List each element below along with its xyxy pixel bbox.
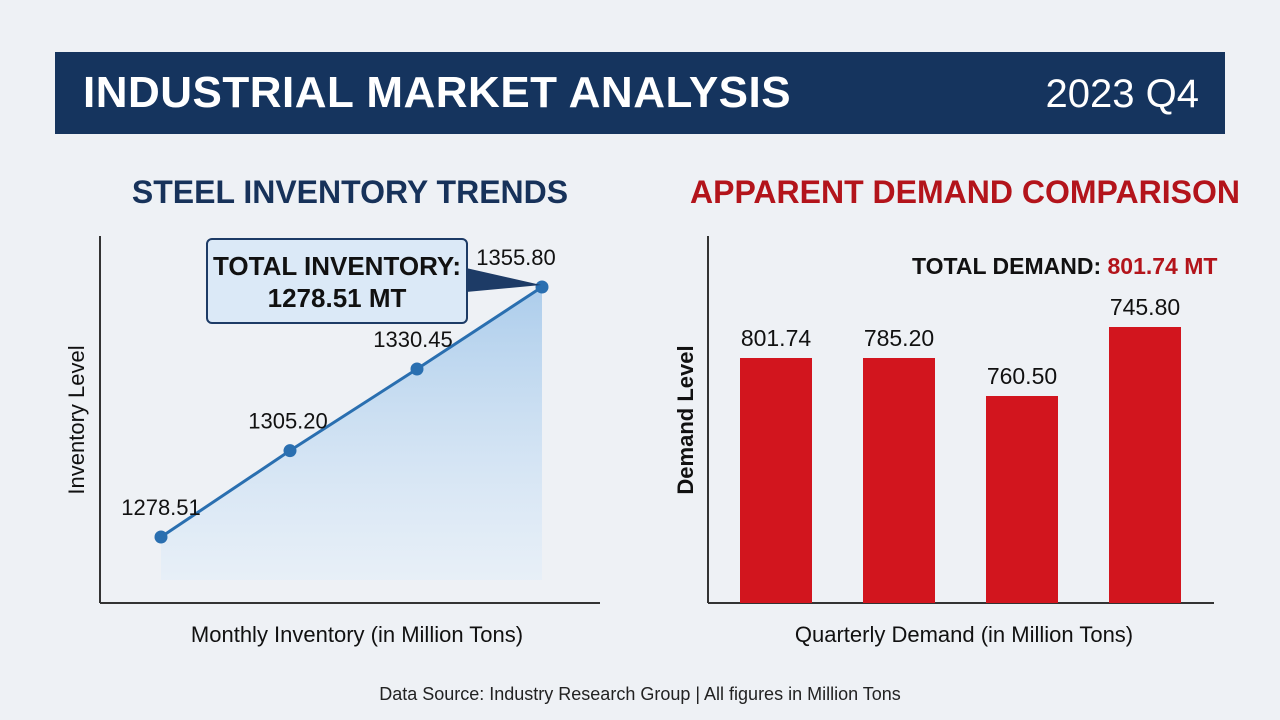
inventory-chart-title: STEEL INVENTORY TRENDS [131,174,569,210]
inventory-data-label: 1305.20 [248,409,328,434]
inventory-area [161,287,542,580]
callout-value: 1278.51 MT [267,283,407,313]
inventory-data-label: 1278.51 [121,495,201,520]
demand-data-label: 801.74 [741,325,812,351]
demand-bar [986,396,1058,603]
inventory-y-axis-label: Inventory Level [64,345,89,494]
page-title: INDUSTRIAL MARKET ANALYSIS [83,68,792,117]
callout-label: TOTAL INVENTORY: [213,251,461,281]
demand-data-label: 745.80 [1110,294,1180,320]
callout-pointer [466,268,541,292]
demand-data-label: 760.50 [987,363,1057,389]
inventory-point [535,280,549,294]
inventory-x-axis-label: Monthly Inventory (in Million Tons) [191,622,523,647]
demand-bar [863,358,935,603]
total-demand: TOTAL DEMAND: 801.74 MT [912,253,1217,280]
demand-series: 801.74 785.20 760.50 745.80 [740,294,1181,603]
header-banner: INDUSTRIAL MARKET ANALYSIS 2023 Q4 [55,52,1225,134]
demand-bar [740,358,812,603]
inventory-line [160,285,543,539]
inventory-point [154,530,168,544]
demand-bar [1109,327,1181,603]
inventory-point [410,362,424,376]
inventory-data-label: 1355.80 [476,245,556,270]
demand-chart-title: APPARENT DEMAND COMPARISON [690,174,1240,210]
demand-x-axis-label: Quarterly Demand (in Million Tons) [795,622,1133,647]
inventory-point [283,444,297,458]
inventory-callout: TOTAL INVENTORY: 1278.51 MT [206,238,468,324]
inventory-series: 1278.51 1305.20 1330.45 1355.80 [121,245,556,580]
total-demand-value: 801.74 MT [1107,253,1218,279]
period-label: 2023 Q4 [1045,72,1199,116]
inventory-data-label: 1330.45 [373,327,453,352]
demand-data-label: 785.20 [864,325,934,351]
data-source-note: Data Source: Industry Research Group | A… [379,684,901,704]
demand-y-axis-label: Demand Level [673,345,698,494]
total-demand-label: TOTAL DEMAND: [912,253,1102,279]
